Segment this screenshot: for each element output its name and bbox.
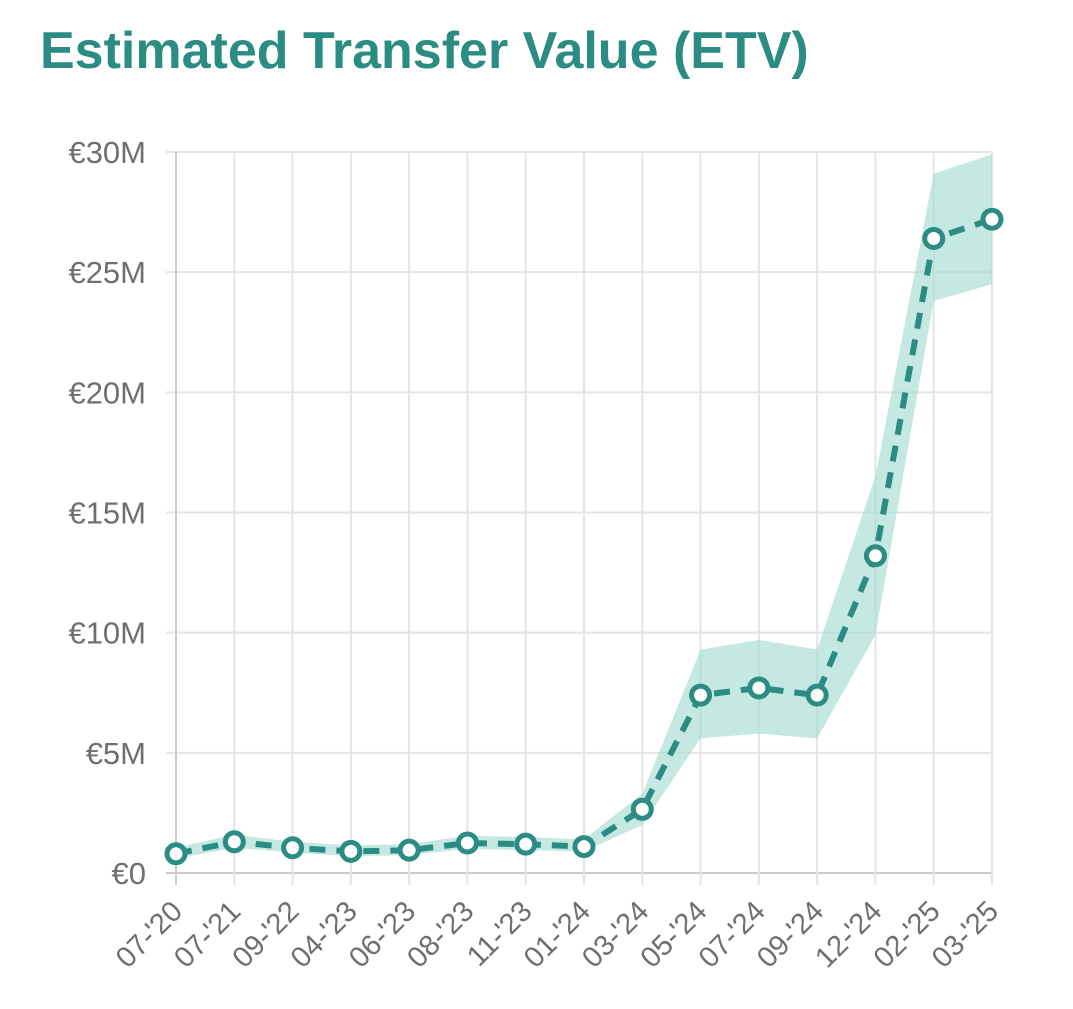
data-point [397, 838, 421, 862]
y-tick-label: €10M [68, 616, 146, 651]
y-tick-label: €0 [112, 856, 146, 891]
x-axis-ticks: 07-'2007-'2109-'2204-'2306-'2308-'2311-'… [110, 895, 1005, 974]
data-point [689, 683, 713, 707]
y-tick-label: €20M [68, 375, 146, 410]
grid-lines [166, 151, 993, 885]
data-point [455, 831, 479, 855]
x-tick-label: 09-'22 [227, 895, 306, 974]
x-tick-label: 05-'24 [635, 895, 714, 974]
data-point [805, 683, 829, 707]
chart-title: Estimated Transfer Value (ETV) [40, 22, 809, 80]
y-tick-label: €25M [68, 255, 146, 290]
data-point [222, 830, 246, 854]
confidence-band-layer [176, 154, 992, 859]
x-tick-label: 09-'24 [751, 895, 830, 974]
y-axis-ticks: €0 €5M €10M €15M €20M €25M €30M [68, 135, 146, 891]
y-tick-label: €15M [68, 496, 146, 531]
data-point [863, 544, 887, 568]
y-tick-label: €30M [68, 135, 146, 170]
data-point [339, 839, 363, 863]
data-point [164, 842, 188, 866]
x-tick-label: 07-'24 [693, 895, 772, 974]
data-point [514, 832, 538, 856]
data-point [747, 676, 771, 700]
data-point [980, 207, 1004, 231]
y-tick-label: €5M [86, 736, 146, 771]
x-tick-label: 08-'23 [401, 895, 480, 974]
x-tick-label: 02-'25 [868, 895, 947, 974]
x-tick-label: 07-'21 [168, 895, 247, 974]
x-tick-label: 03-'25 [926, 895, 1005, 974]
data-point [922, 227, 946, 251]
confidence-band [176, 154, 992, 859]
x-tick-label: 06-'23 [343, 895, 422, 974]
x-tick-label: 12-'24 [809, 895, 888, 974]
data-point [630, 797, 654, 821]
x-tick-label: 07-'20 [110, 895, 189, 974]
data-points-layer [164, 207, 1004, 866]
data-point [572, 835, 596, 859]
data-point [281, 836, 305, 860]
x-tick-label: 03-'24 [576, 895, 655, 974]
x-tick-label: 01-'24 [518, 895, 597, 974]
x-tick-label: 04-'23 [285, 895, 364, 974]
